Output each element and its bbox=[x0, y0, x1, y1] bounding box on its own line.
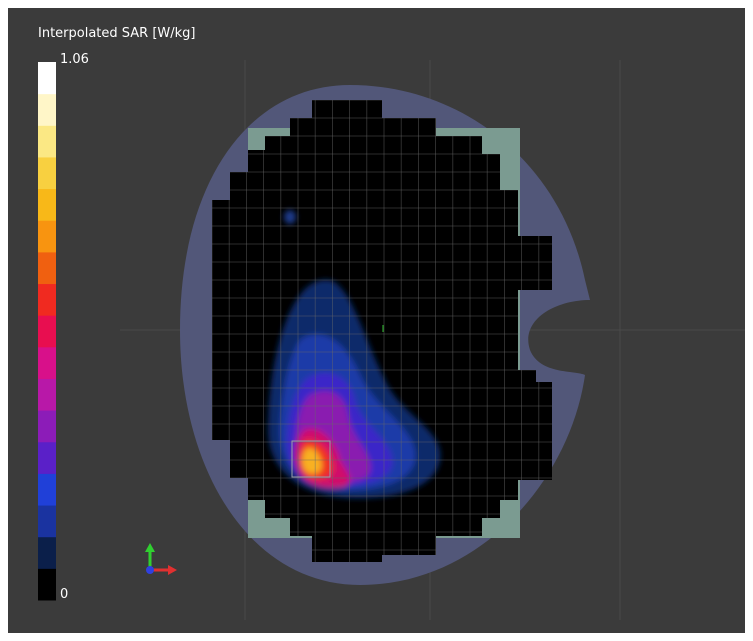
colorbar-segment bbox=[38, 346, 56, 379]
colorbar-segment bbox=[38, 568, 56, 601]
colorbar bbox=[38, 62, 56, 601]
colorbar-max-label: 1.06 bbox=[60, 52, 89, 67]
colorbar-title: Interpolated SAR [W/kg] bbox=[38, 26, 196, 41]
colorbar-segment bbox=[38, 315, 56, 348]
colorbar-segment bbox=[38, 505, 56, 538]
colorbar-segment bbox=[38, 93, 56, 126]
colorbar-segment bbox=[38, 220, 56, 253]
peak-cube bbox=[291, 440, 331, 478]
colorbar-segment bbox=[38, 283, 56, 316]
colorbar-segment bbox=[38, 378, 56, 411]
colorbar-segment bbox=[38, 156, 56, 190]
scene bbox=[38, 60, 745, 620]
colorbar-segment bbox=[38, 62, 56, 95]
colorbar-segment bbox=[38, 473, 56, 506]
colorbar-segment bbox=[38, 410, 56, 443]
colorbar-segment bbox=[38, 125, 56, 158]
colorbar-segment bbox=[38, 188, 56, 221]
axis-triad bbox=[145, 543, 177, 575]
colorbar-segment bbox=[38, 536, 56, 569]
viewport: Interpolated SAR [W/kg] 1.06 0 bbox=[8, 8, 745, 633]
colorbar-segment bbox=[38, 441, 56, 474]
colorbar-min-label: 0 bbox=[60, 587, 69, 602]
colorbar-segment bbox=[38, 251, 56, 285]
